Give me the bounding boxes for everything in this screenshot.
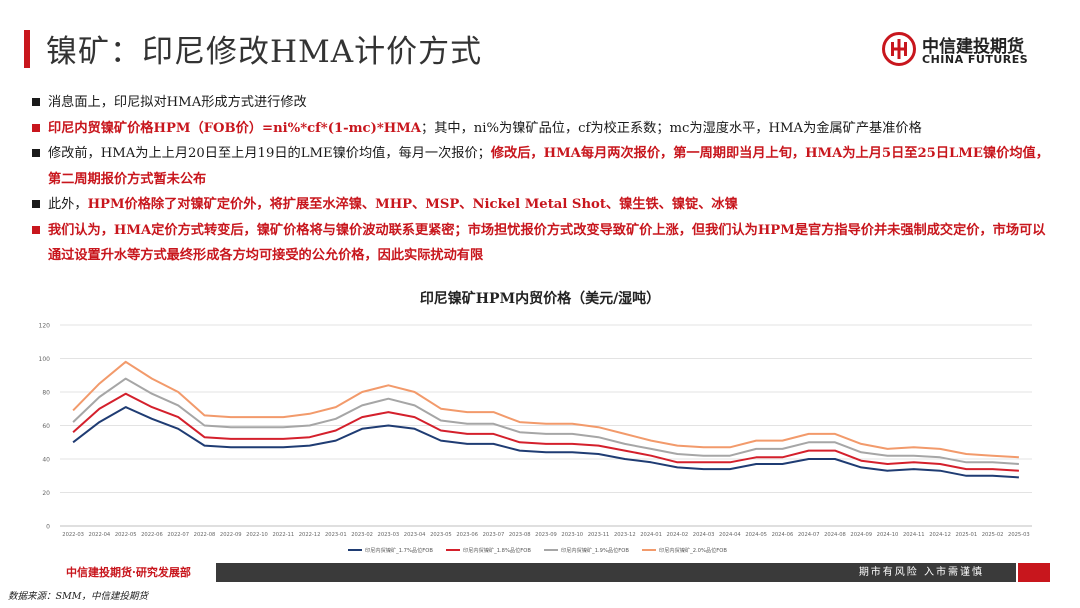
- bullet-item: 修改前，HMA为上上月20日至上月19日的LME镍价均值，每月一次报价；修改后，…: [32, 141, 1052, 192]
- legend-label: 印尼内贸镍矿_2.0%品位FOB: [659, 546, 727, 554]
- x-tick-label: 2023-10: [561, 532, 583, 538]
- series-line: [72, 392, 1019, 472]
- bullet-text-highlight: 我们认为，HMA定价方式转变后，镍矿价格将与镍价波动联系更紧密；市场担忧报价方式…: [48, 222, 1046, 264]
- company-logo: 中信建投期货 CHINA FUTURES: [882, 32, 1042, 72]
- x-tick-label: 2022-03: [62, 532, 84, 538]
- x-tick-label: 2024-06: [772, 532, 794, 538]
- legend-label: 印尼内贸镍矿_1.7%品位FOB: [365, 546, 433, 554]
- legend-label: 印尼内贸镍矿_1.9%品位FOB: [561, 546, 629, 554]
- bullet-square-icon: [32, 225, 40, 234]
- x-tick-label: 2023-04: [404, 532, 426, 538]
- x-tick-label: 2023-01: [325, 532, 347, 538]
- bullet-square-icon: [32, 98, 40, 106]
- x-tick-label: 2022-11: [272, 532, 294, 538]
- page-title: 镍矿：印尼修改HMA计价方式: [46, 34, 483, 70]
- series-line: [72, 360, 1019, 459]
- logo-cn-text: 中信建投期货: [922, 37, 1024, 57]
- x-tick-label: 2023-12: [614, 532, 636, 538]
- bullet-list: 消息面上，印尼拟对HMA形成方式进行修改印尼内贸镍矿价格HPM（FOB价）=ni…: [32, 90, 1052, 269]
- data-source-note: 数据来源：SMM，中信建投期货: [8, 591, 148, 602]
- x-tick-label: 2022-12: [299, 532, 321, 538]
- x-tick-label: 2025-02: [982, 532, 1004, 538]
- x-tick-label: 2023-06: [456, 532, 478, 538]
- logo-en-text: CHINA FUTURES: [922, 53, 1029, 66]
- x-tick-label: 2022-07: [167, 532, 189, 538]
- x-tick-label: 2023-09: [535, 532, 557, 538]
- x-tick-label: 2024-12: [929, 532, 951, 538]
- x-tick-label: 2023-03: [378, 532, 400, 538]
- bullet-text-highlight: HPM价格除了对镍矿定价外，将扩展至水淬镍、MHP、MSP、Nickel Met…: [87, 197, 738, 212]
- x-tick-label: 2024-07: [798, 532, 820, 538]
- x-tick-label: 2023-07: [483, 532, 505, 538]
- title-accent-bar: [24, 30, 30, 68]
- y-tick-label: 80: [42, 390, 50, 397]
- bullet-text-highlight: 印尼内贸镍矿价格HPM（FOB价）=ni%*cf*(1-mc)*HMA: [48, 120, 422, 136]
- bullet-square-icon: [32, 200, 40, 208]
- series-line: [72, 377, 1019, 465]
- x-tick-label: 2024-11: [903, 532, 925, 538]
- x-tick-label: 2024-04: [719, 532, 741, 538]
- x-tick-label: 2024-10: [877, 532, 899, 538]
- bullet-item: 此外，HPM价格除了对镍矿定价外，将扩展至水淬镍、MHP、MSP、Nickel …: [32, 192, 1052, 218]
- logo-mark-icon: [882, 32, 916, 66]
- bullet-text: 此外，: [48, 197, 88, 212]
- bullet-text: 修改前，HMA为上上月20日至上月19日的LME镍价均值，每月一次报价；: [48, 146, 491, 161]
- bullet-square-icon: [32, 149, 40, 157]
- bullet-item: 印尼内贸镍矿价格HPM（FOB价）=ni%*cf*(1-mc)*HMA；其中，n…: [32, 116, 1052, 142]
- y-tick-label: 60: [42, 423, 50, 430]
- x-tick-label: 2024-03: [693, 532, 715, 538]
- chart-title: 印尼镍矿HPM内贸价格（美元/湿吨）: [419, 291, 661, 307]
- x-tick-label: 2025-01: [955, 532, 977, 538]
- footer-risk-warning: 期市有风险 入市需谨慎: [858, 567, 984, 578]
- series-line: [72, 406, 1019, 479]
- bullet-text: 消息面上，印尼拟对HMA形成方式进行修改: [48, 95, 307, 110]
- x-tick-label: 2022-08: [194, 532, 216, 538]
- x-tick-label: 2022-05: [115, 532, 137, 538]
- footer-red-tab: [1018, 563, 1050, 582]
- x-tick-label: 2023-08: [509, 532, 531, 538]
- x-tick-label: 2024-09: [850, 532, 872, 538]
- legend-label: 印尼内贸镍矿_1.8%品位FOB: [463, 546, 531, 554]
- y-tick-label: 40: [42, 457, 50, 464]
- bullet-item: 消息面上，印尼拟对HMA形成方式进行修改: [32, 90, 1052, 116]
- x-tick-label: 2022-09: [220, 532, 242, 538]
- x-tick-label: 2024-05: [745, 532, 767, 538]
- bullet-text-highlight: 修改后，HMA每月两次报价，第一周期即当月上旬，HMA为上月5日至25日LME镍…: [48, 146, 1049, 187]
- x-tick-label: 2022-04: [89, 532, 111, 538]
- bullet-item: 我们认为，HMA定价方式转变后，镍矿价格将与镍价波动联系更紧密；市场担忧报价方式…: [32, 218, 1052, 269]
- footer-bar: 中信建投期货·研究发展部 期市有风险 入市需谨慎: [52, 563, 1016, 582]
- hpm-price-line-chart: 0 20 40 60 80 100 120 2022-03 2022-04 2022-05 2022…: [39, 323, 1032, 554]
- footer-department: 中信建投期货·研究发展部: [52, 563, 216, 582]
- bullet-text: ；其中，ni%为镍矿品位，cf为校正系数；mc为湿度水平，HMA为金属矿产基准价…: [421, 120, 922, 136]
- x-tick-label: 2025-03: [1008, 532, 1030, 538]
- x-tick-label: 2024-01: [640, 532, 662, 538]
- y-tick-label: 100: [39, 356, 51, 363]
- y-tick-label: 120: [39, 323, 51, 330]
- x-tick-label: 2024-02: [667, 532, 689, 538]
- x-tick-label: 2022-10: [246, 532, 268, 538]
- x-tick-label: 2024-08: [824, 532, 846, 538]
- x-tick-label: 2023-05: [430, 532, 452, 538]
- bullet-square-icon: [32, 123, 40, 132]
- y-tick-label: 20: [42, 490, 50, 497]
- x-tick-label: 2023-11: [588, 532, 610, 538]
- x-tick-label: 2023-02: [351, 532, 373, 538]
- y-tick-label: 0: [46, 524, 50, 531]
- x-tick-label: 2022-06: [141, 532, 163, 538]
